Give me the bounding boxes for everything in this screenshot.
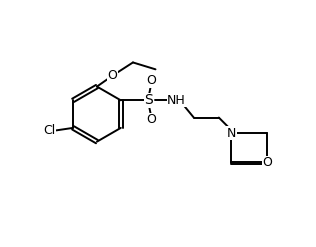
Text: O: O xyxy=(262,156,272,169)
Text: Cl: Cl xyxy=(44,124,56,137)
Text: O: O xyxy=(147,74,156,87)
Text: N: N xyxy=(227,127,236,140)
Text: S: S xyxy=(145,93,153,107)
Text: O: O xyxy=(147,113,156,126)
Text: NH: NH xyxy=(167,94,186,107)
Text: O: O xyxy=(108,69,118,82)
